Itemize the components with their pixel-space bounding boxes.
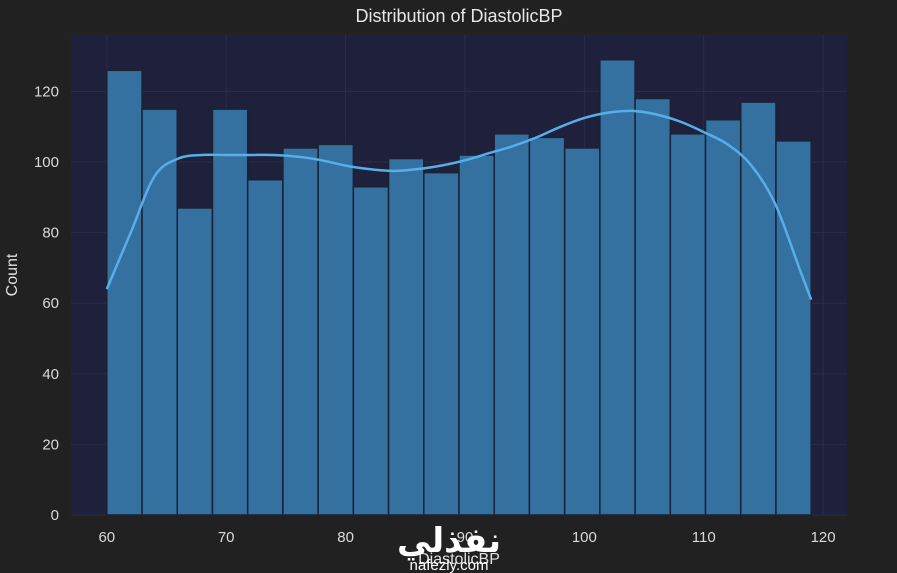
x-tick-label: 120	[811, 529, 836, 546]
x-tick-label: 90	[457, 529, 474, 546]
histogram-bar	[176, 207, 214, 516]
x-tick-label: 80	[337, 529, 354, 546]
histogram-bar	[528, 136, 566, 516]
kde-curve	[105, 109, 813, 301]
y-axis-label: Count	[4, 253, 21, 296]
histogram-bar	[634, 97, 672, 516]
histogram-bar	[246, 178, 284, 516]
histogram-bar	[563, 147, 601, 516]
watermark-arabic: نفذلي	[397, 522, 501, 561]
histogram-bar	[704, 118, 742, 516]
histogram-bar	[106, 69, 143, 516]
histogram-bar	[387, 157, 425, 516]
histogram-bar	[423, 171, 460, 516]
histogram-bar	[458, 154, 495, 516]
x-tick-label: 60	[98, 529, 115, 546]
x-axis-label: DiastolicBP	[418, 551, 500, 568]
x-tick-label: 100	[572, 529, 597, 546]
y-tick-label: 100	[34, 154, 59, 171]
y-tick-label: 80	[42, 225, 59, 242]
histogram-bar	[669, 133, 707, 516]
x-tick-label: 110	[692, 529, 716, 546]
watermark-url: nafezly.com	[410, 557, 489, 573]
y-tick-label: 60	[42, 295, 59, 312]
histogram-bar	[352, 186, 390, 516]
y-tick-label: 0	[51, 507, 59, 524]
histogram-bar	[317, 143, 355, 516]
y-tick-label: 120	[34, 83, 59, 100]
watermark: نفذلي nafezly.com	[397, 522, 501, 573]
y-tick-label: 40	[42, 366, 59, 383]
x-tick-labels: 60 70 80 90 100 110 120	[98, 529, 835, 546]
histogram-bar	[599, 58, 636, 516]
chart-title: Distribution of DiastolicBP	[355, 6, 562, 26]
histogram-bars	[106, 58, 812, 516]
histogram-bar	[493, 133, 531, 516]
y-tick-label: 20	[42, 436, 59, 453]
y-tick-labels: 0 20 40 60 80 100 120	[34, 83, 59, 524]
histogram-bar	[211, 108, 249, 516]
histogram-bar	[282, 147, 319, 516]
x-tick-label: 70	[218, 529, 235, 546]
histogram-bar	[775, 140, 812, 516]
histogram-bar	[739, 101, 777, 516]
